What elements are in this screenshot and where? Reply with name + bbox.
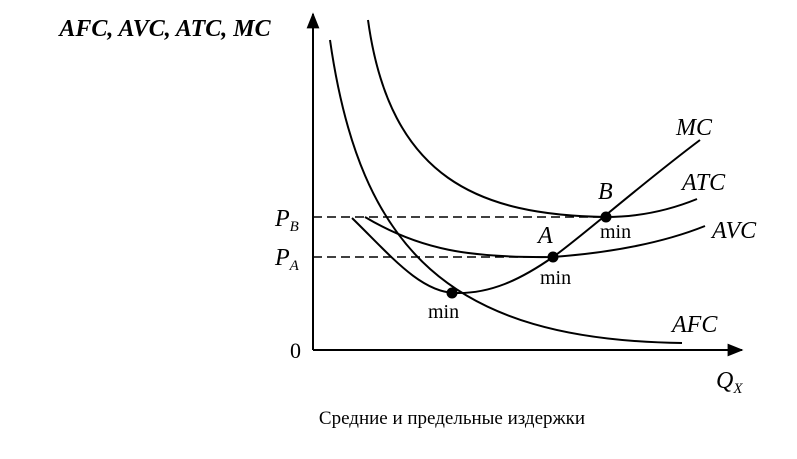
- point-label: B: [598, 179, 613, 205]
- curve-label: AFC: [670, 312, 718, 338]
- level-label: PA: [274, 245, 300, 274]
- point: [547, 251, 559, 263]
- point: [446, 287, 458, 299]
- point-note: min: [600, 221, 631, 243]
- afc-curve: [329, 39, 683, 344]
- mc-curve: [351, 139, 701, 295]
- atc-curve: [367, 19, 698, 219]
- x-axis-label: QX: [716, 368, 743, 397]
- y-axis-label: AFC, AVC, ATC, MC: [57, 16, 271, 42]
- curve-label: ATC: [680, 170, 726, 196]
- avc-curve: [364, 216, 706, 259]
- point-note: min: [428, 301, 459, 323]
- point-note: min: [540, 267, 571, 289]
- curve-label: MC: [675, 115, 713, 141]
- level-label: PB: [274, 206, 299, 235]
- curve-label: AVC: [710, 218, 757, 244]
- point-label: A: [536, 223, 553, 249]
- origin-label: 0: [290, 338, 301, 363]
- caption: Средние и предельные издержки: [319, 408, 585, 429]
- point: [600, 211, 612, 223]
